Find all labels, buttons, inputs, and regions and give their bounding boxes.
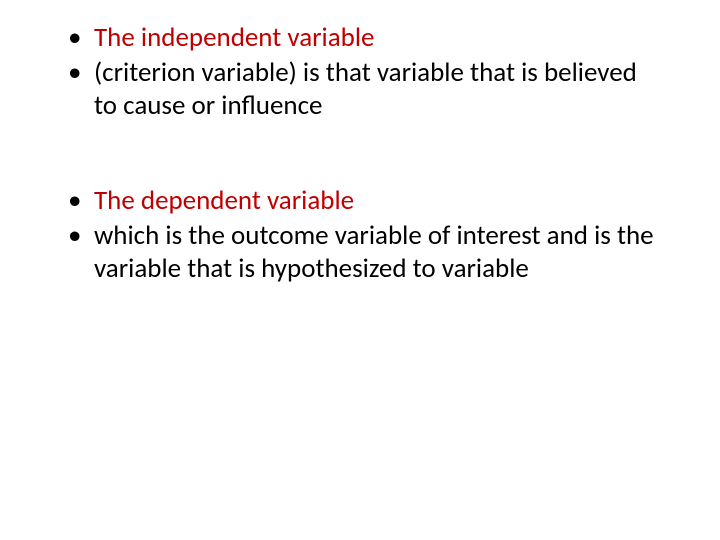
list-item: The independent variable (60, 22, 660, 55)
group-gap (60, 125, 660, 185)
bullet-group-2: The dependent variable which is the outc… (60, 185, 660, 286)
bullet-group-1: The independent variable (criterion vari… (60, 22, 660, 123)
list-item: The dependent variable (60, 185, 660, 218)
list-item: (criterion variable) is that variable th… (60, 57, 660, 123)
bullet-text: (criterion variable) is that variable th… (94, 56, 637, 122)
bullet-text: The independent variable (94, 21, 374, 54)
list-item: which is the outcome variable of interes… (60, 220, 660, 286)
bullet-text: which is the outcome variable of interes… (94, 219, 654, 285)
bullet-text: The dependent variable (94, 184, 354, 217)
slide: The independent variable (criterion vari… (0, 0, 720, 540)
